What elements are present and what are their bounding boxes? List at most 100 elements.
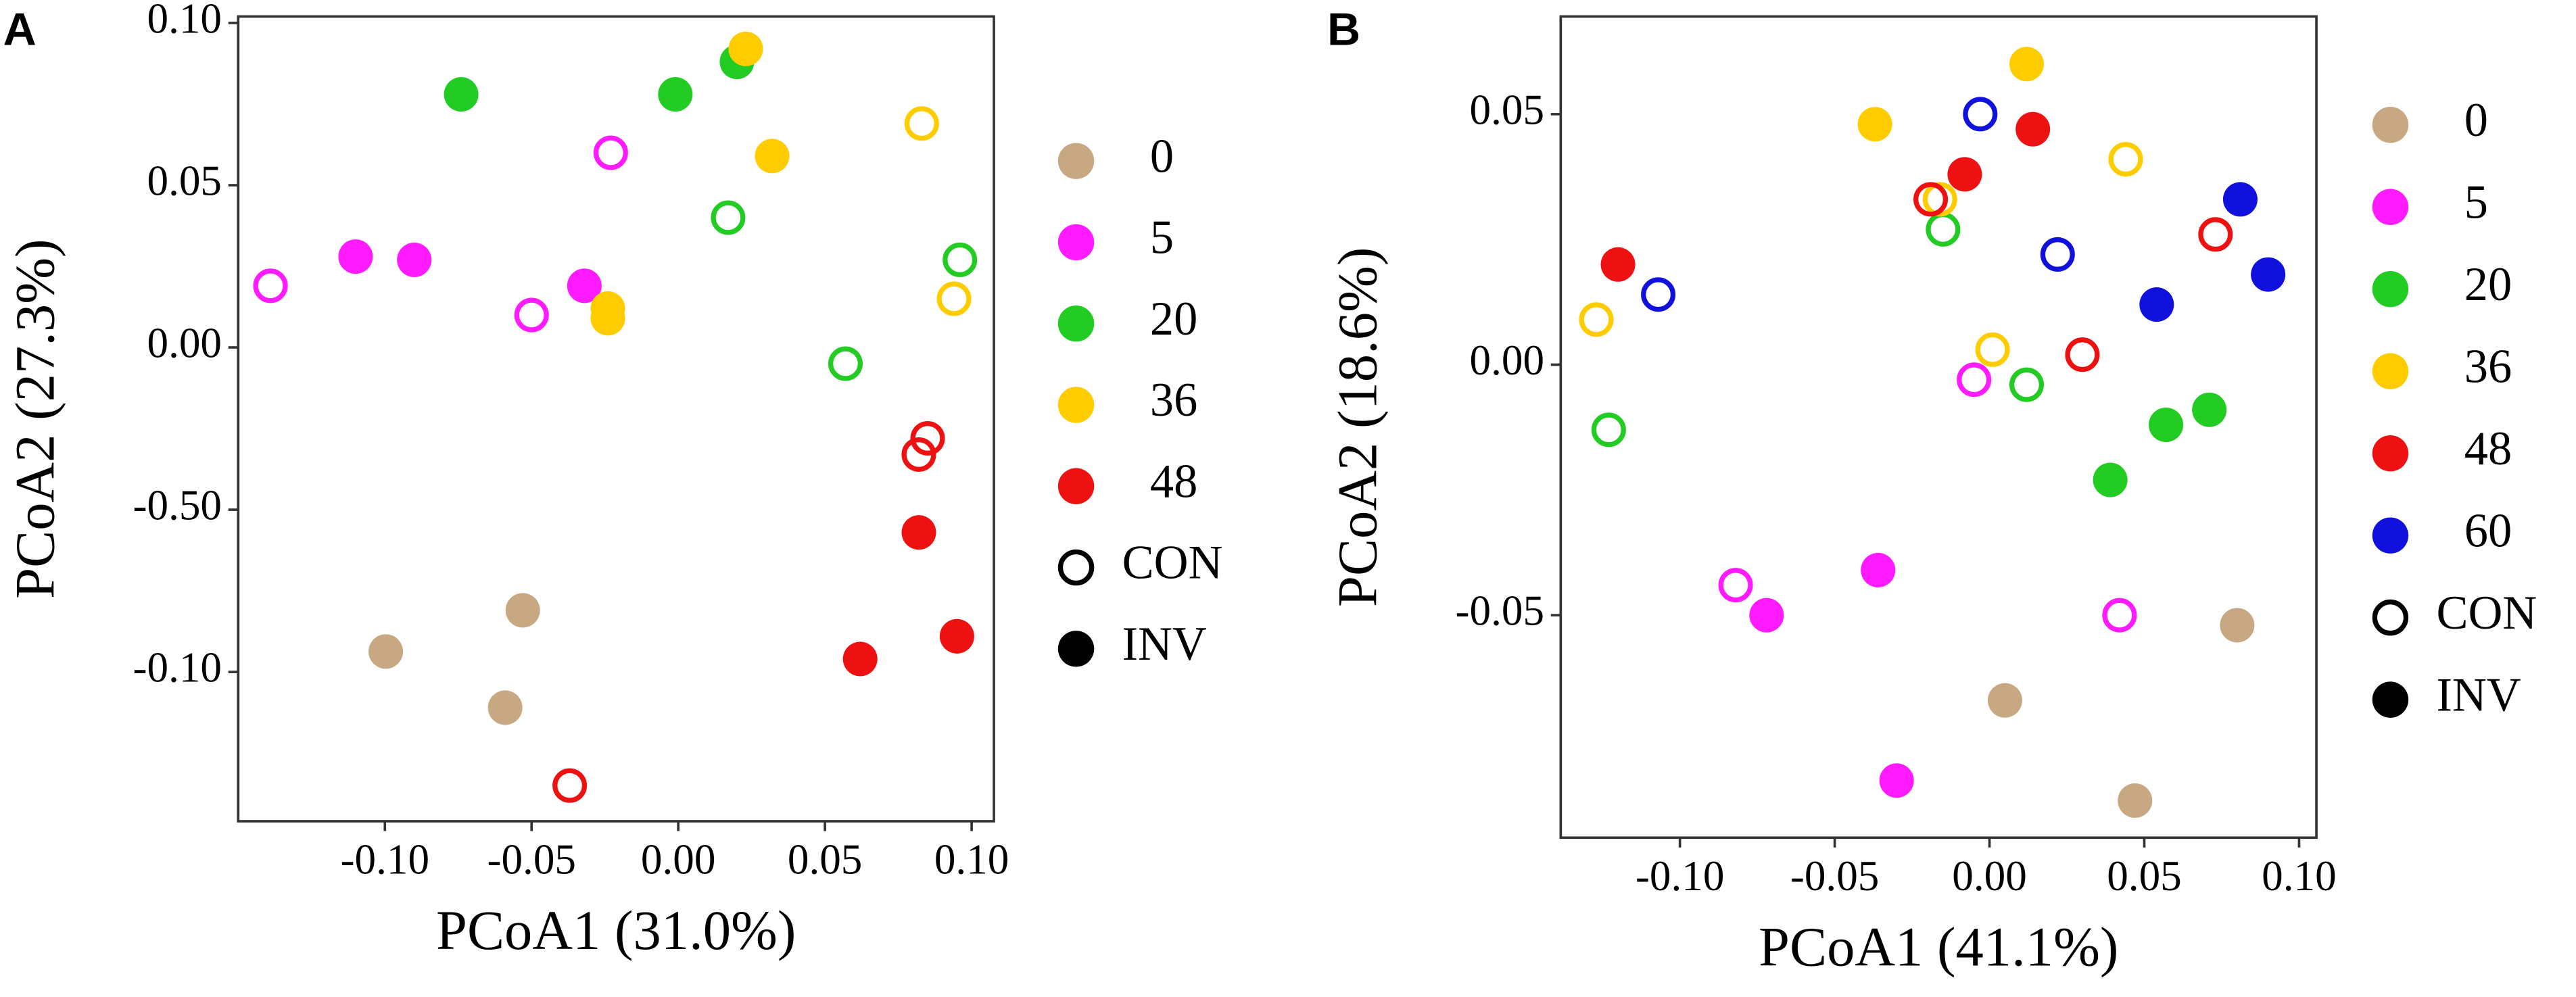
point bbox=[444, 77, 479, 112]
point bbox=[253, 268, 288, 303]
point bbox=[1641, 277, 1676, 312]
legend-label: INV bbox=[2436, 668, 2521, 721]
point bbox=[1718, 568, 1753, 603]
legend-symbol bbox=[2372, 681, 2409, 718]
point bbox=[658, 77, 693, 112]
legend-symbol bbox=[2372, 189, 2409, 225]
panel-label: B bbox=[1327, 4, 1360, 55]
point bbox=[2220, 608, 2255, 643]
legend-symbol bbox=[2372, 517, 2409, 554]
plot-frame bbox=[237, 15, 995, 823]
point bbox=[2093, 462, 2128, 497]
point bbox=[711, 200, 746, 235]
point bbox=[1749, 598, 1784, 633]
legend-symbol bbox=[2372, 106, 2409, 143]
point bbox=[1913, 182, 1949, 217]
point bbox=[1600, 247, 1636, 282]
x-tick-label: 0.10 bbox=[2262, 852, 2337, 900]
legend-label: 36 bbox=[1150, 374, 1197, 427]
point bbox=[939, 618, 974, 654]
legend-label: 48 bbox=[1150, 455, 1197, 508]
y-tick-label: -0.10 bbox=[133, 644, 222, 691]
point bbox=[910, 420, 945, 456]
point bbox=[2009, 367, 2045, 402]
x-axis-title: PCoA1 (31.0%) bbox=[436, 899, 796, 961]
y-tick-label: -0.50 bbox=[133, 482, 222, 529]
point bbox=[1591, 412, 1626, 447]
point bbox=[2198, 217, 2233, 252]
legend-symbol bbox=[1057, 631, 1095, 667]
point bbox=[1879, 763, 1914, 798]
legend-label: INV bbox=[1122, 618, 1207, 671]
legend-label: 5 bbox=[2464, 176, 2488, 228]
point bbox=[338, 239, 373, 274]
legend-symbol bbox=[2372, 353, 2409, 389]
y-axis-title: PCoA2 (27.3%) bbox=[4, 239, 66, 598]
legend-label: 20 bbox=[2464, 258, 2512, 311]
point bbox=[397, 242, 432, 277]
point bbox=[2102, 598, 2137, 633]
point bbox=[2016, 112, 2051, 147]
legend-label: 60 bbox=[2464, 504, 2512, 557]
legend-symbol bbox=[1057, 468, 1095, 505]
legend-label: 0 bbox=[2464, 94, 2488, 147]
point bbox=[2251, 257, 2286, 292]
x-axis-title: PCoA1 (41.1%) bbox=[1759, 915, 2118, 977]
legend-symbol bbox=[2372, 435, 2409, 472]
legend-label: CON bbox=[1122, 537, 1223, 589]
legend-symbol bbox=[1057, 143, 1095, 179]
y-tick-label: 0.05 bbox=[1470, 86, 1545, 133]
point bbox=[1926, 212, 1961, 247]
point bbox=[936, 281, 972, 316]
legend-label: 0 bbox=[1150, 130, 1174, 183]
y-tick-label: 0.05 bbox=[147, 157, 222, 204]
legend-symbol bbox=[2372, 599, 2409, 636]
point bbox=[1579, 302, 1614, 337]
legend-symbol bbox=[1057, 305, 1095, 342]
legend-label: 5 bbox=[1150, 212, 1174, 264]
x-tick-label: 0.00 bbox=[641, 836, 716, 883]
point bbox=[2108, 142, 2143, 177]
x-tick-label: 0.10 bbox=[934, 836, 1009, 883]
point bbox=[1861, 552, 1896, 587]
point bbox=[2139, 287, 2174, 322]
y-tick-label: 0.10 bbox=[147, 0, 222, 42]
point bbox=[728, 31, 763, 66]
x-tick-label: -0.10 bbox=[340, 836, 429, 883]
point bbox=[755, 139, 790, 174]
x-tick-label: 0.05 bbox=[788, 836, 863, 883]
point bbox=[514, 297, 549, 333]
panel-label: A bbox=[3, 4, 37, 55]
legend-symbol bbox=[2372, 270, 2409, 308]
y-tick-label: 0.00 bbox=[147, 320, 222, 367]
point bbox=[2192, 392, 2227, 427]
legend-label: 36 bbox=[2464, 340, 2512, 393]
x-tick-label: -0.10 bbox=[1636, 852, 1725, 900]
point bbox=[842, 641, 878, 677]
point bbox=[1975, 332, 2010, 367]
x-tick-label: -0.05 bbox=[487, 836, 576, 883]
point bbox=[368, 634, 404, 669]
x-tick-label: -0.05 bbox=[1790, 852, 1880, 900]
point bbox=[1857, 107, 1892, 142]
point bbox=[2118, 783, 2153, 818]
point bbox=[567, 268, 602, 303]
legend-symbol bbox=[1057, 387, 1095, 423]
point bbox=[943, 242, 978, 277]
point bbox=[590, 301, 625, 336]
legend-label: 20 bbox=[1150, 293, 1197, 345]
legend-symbol bbox=[1057, 224, 1095, 261]
point bbox=[1963, 97, 1998, 132]
point bbox=[593, 135, 628, 170]
point bbox=[2009, 47, 2045, 82]
y-tick-label: -0.05 bbox=[1455, 587, 1544, 635]
point bbox=[904, 106, 939, 141]
point bbox=[1987, 683, 2022, 718]
point bbox=[2222, 182, 2258, 217]
y-axis-title: PCoA2 (18.6%) bbox=[1327, 247, 1389, 607]
legend-label: 48 bbox=[2464, 422, 2512, 475]
legend-symbol bbox=[1057, 549, 1095, 586]
point bbox=[2040, 237, 2075, 272]
point bbox=[1947, 157, 1982, 192]
